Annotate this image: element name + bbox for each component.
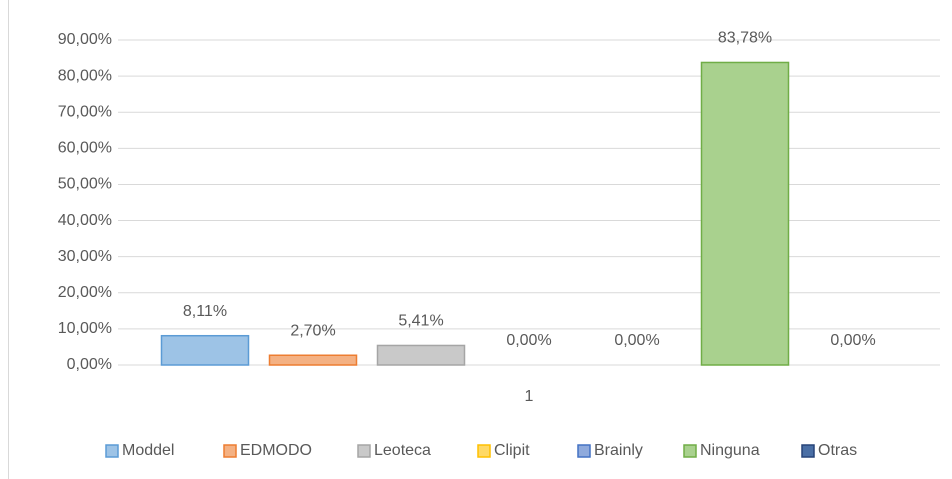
y-tick-label: 50,00% [58, 176, 112, 193]
y-tick-label: 80,00% [58, 67, 112, 84]
legend-swatch [683, 444, 697, 458]
y-tick-label: 60,00% [58, 140, 112, 157]
legend-swatch [577, 444, 591, 458]
value-label: 0,00% [830, 332, 875, 349]
bar [376, 344, 466, 366]
legend-label: Otras [818, 442, 857, 459]
value-label: 83,78% [718, 30, 772, 47]
y-tick-label: 30,00% [58, 248, 112, 265]
value-label: 5,41% [398, 313, 443, 330]
value-label: 0,00% [614, 332, 659, 349]
legend-label: Moddel [122, 442, 174, 459]
legend-swatch [477, 444, 491, 458]
legend-swatch [105, 444, 119, 458]
legend-swatch [223, 444, 237, 458]
bar [700, 61, 790, 366]
bar [160, 334, 250, 366]
legend-label: Clipit [494, 442, 530, 459]
legend-label: Ninguna [700, 442, 760, 459]
legend-swatch [801, 444, 815, 458]
value-label: 0,00% [506, 332, 551, 349]
y-tick-label: 70,00% [58, 103, 112, 120]
bar [268, 354, 358, 366]
y-tick-label: 0,00% [67, 356, 112, 373]
y-tick-label: 20,00% [58, 284, 112, 301]
legend-label: Leoteca [374, 442, 431, 459]
y-tick-label: 10,00% [58, 320, 112, 337]
legend-label: Brainly [594, 442, 643, 459]
legend-label: EDMODO [240, 442, 312, 459]
y-tick-label: 40,00% [58, 212, 112, 229]
x-tick-label: 1 [525, 388, 534, 405]
legend-swatch [357, 444, 371, 458]
y-tick-label: 90,00% [58, 31, 112, 48]
value-label: 2,70% [290, 322, 335, 339]
value-label: 8,11% [183, 303, 227, 320]
